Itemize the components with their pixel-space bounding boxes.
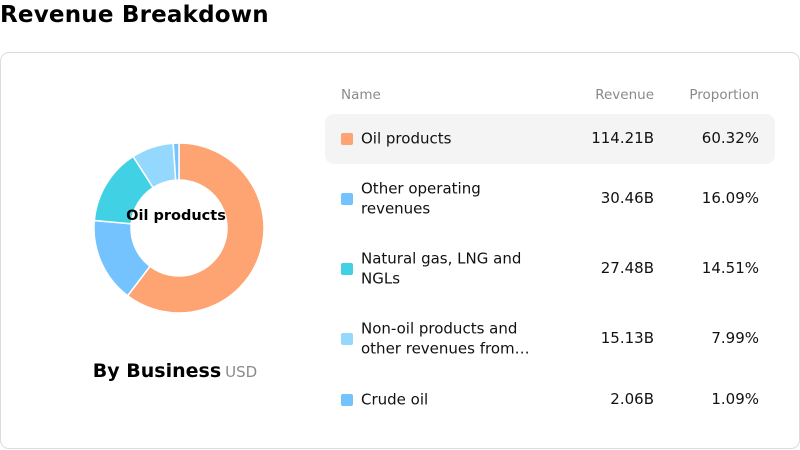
row-revenue: 27.48B [600,259,654,277]
donut-center-label: Oil products [126,208,226,224]
row-name: Other operating revenues [361,179,481,218]
row-name: Natural gas, LNG and NGLs [361,249,522,288]
donut-chart [94,142,264,314]
column-header-name[interactable]: Name [341,87,381,103]
row-name: Non-oil products and other revenues from… [361,319,530,358]
table-row[interactable]: Other operating revenues 30.46B 16.09% [325,174,775,224]
row-proportion: 14.51% [701,259,759,277]
row-proportion: 7.99% [711,329,759,347]
legend-swatch [341,333,353,345]
legend-swatch [341,394,353,406]
row-name: Crude oil [361,390,429,409]
legend-title: By Business USD [0,360,350,382]
table-row[interactable]: Crude oil 2.06B 1.09% [325,375,775,425]
row-name: Oil products [361,129,452,148]
legend-swatch [341,133,353,145]
donut-slice[interactable] [172,142,180,181]
legend-title-label: By Business [92,360,222,382]
row-revenue: 15.13B [600,329,654,347]
page-title: Revenue Breakdown [0,2,269,28]
row-proportion: 60.32% [701,129,759,147]
donut-slice[interactable] [126,142,264,314]
row-revenue: 2.06B [610,390,654,408]
row-proportion: 16.09% [701,189,759,207]
table-row[interactable]: Non-oil products and other revenues from… [325,314,775,364]
legend-swatch [341,193,353,205]
column-header-revenue[interactable]: Revenue [595,87,654,103]
legend-swatch [341,263,353,275]
table-row[interactable]: Oil products 114.21B 60.32% [325,114,775,164]
row-proportion: 1.09% [711,390,759,408]
table-row[interactable]: Natural gas, LNG and NGLs 27.48B 14.51% [325,244,775,294]
column-header-proportion[interactable]: Proportion [689,87,759,103]
currency-label: USD [225,363,258,381]
row-revenue: 30.46B [600,189,654,207]
row-revenue: 114.21B [591,129,654,147]
